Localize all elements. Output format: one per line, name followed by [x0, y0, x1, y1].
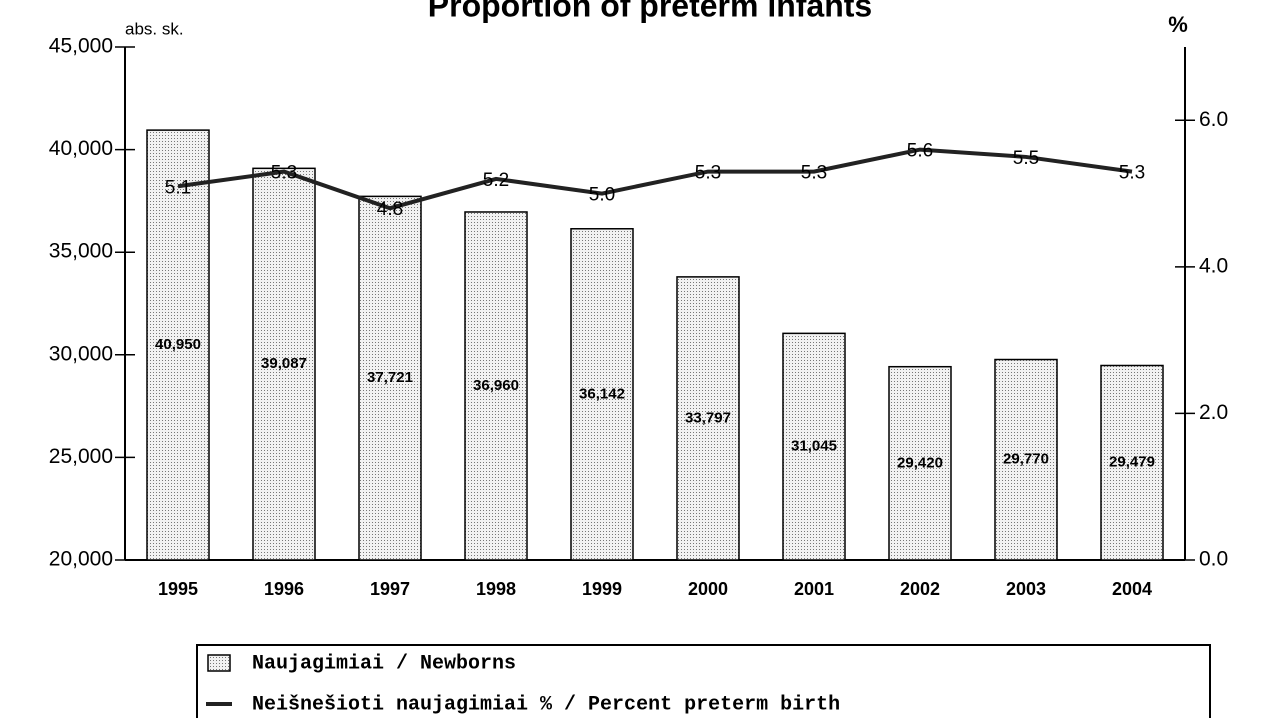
bar-value-label: 31,045 — [791, 438, 837, 455]
bar — [782, 332, 846, 561]
y2-tick-label: 6.0 — [1199, 108, 1228, 131]
x-tick-label: 2004 — [1112, 579, 1152, 599]
x-tick-label: 1999 — [582, 579, 622, 599]
line-value-label: 5.6 — [907, 141, 933, 162]
line-value-label: 4.8 — [377, 199, 403, 220]
x-tick-label: 1996 — [264, 579, 304, 599]
bar — [570, 228, 634, 561]
y-tick-label: 25,000 — [49, 445, 113, 468]
x-tick-label: 1998 — [476, 579, 516, 599]
legend-box — [196, 644, 1211, 718]
y2-tick-label: 2.0 — [1199, 401, 1228, 424]
bar — [676, 276, 740, 561]
line-value-label: 5.5 — [1013, 148, 1039, 169]
chart-title: Proportion of preterm infants — [428, 0, 872, 23]
x-tick-label: 2001 — [794, 579, 834, 599]
line-value-label: 5.1 — [165, 177, 191, 198]
bar-value-label: 36,142 — [579, 385, 625, 402]
bar-value-label: 36,960 — [473, 377, 519, 394]
legend-label: Neišnešioti naujagimiai % / Percent pret… — [252, 693, 840, 716]
y-axis-label: abs. sk. — [125, 19, 184, 38]
line-value-label: 5.3 — [801, 163, 827, 184]
line-value-label: 5.2 — [483, 170, 509, 191]
x-tick-label: 1995 — [158, 579, 198, 599]
y-tick-label: 20,000 — [49, 548, 113, 571]
y-tick-label: 35,000 — [49, 240, 113, 263]
x-tick-label: 1997 — [370, 579, 410, 599]
line-value-label: 5.0 — [589, 185, 615, 206]
legend-label: Naujagimiai / Newborns — [252, 652, 516, 675]
y-tick-label: 30,000 — [49, 342, 113, 365]
y2-tick-label: 0.0 — [1199, 548, 1228, 571]
bar-value-label: 33,797 — [685, 409, 731, 426]
bar — [464, 211, 528, 561]
bar-value-label: 29,479 — [1109, 454, 1155, 471]
legend-swatch — [207, 654, 231, 672]
bar-value-label: 29,420 — [897, 454, 943, 471]
bar — [358, 195, 422, 561]
x-tick-label: 2002 — [900, 579, 940, 599]
y-tick-label: 40,000 — [49, 137, 113, 160]
x-tick-label: 2000 — [688, 579, 728, 599]
bar — [888, 365, 952, 561]
bar — [994, 358, 1058, 561]
bar-value-label: 29,770 — [1003, 451, 1049, 468]
y-tick-label: 45,000 — [49, 35, 113, 58]
y2-axis-label: % — [1168, 12, 1188, 37]
line-value-label: 5.3 — [1119, 163, 1145, 184]
bar — [1100, 364, 1164, 561]
bar-value-label: 39,087 — [261, 355, 307, 372]
y2-tick-label: 4.0 — [1199, 254, 1228, 277]
line — [177, 147, 1133, 211]
line-value-label: 5.3 — [695, 163, 721, 184]
line-value-label: 5.3 — [271, 163, 297, 184]
x-tick-label: 2003 — [1006, 579, 1046, 599]
bar-value-label: 40,950 — [155, 336, 201, 353]
bar — [146, 129, 210, 561]
bar — [252, 167, 316, 561]
bar-value-label: 37,721 — [367, 369, 413, 386]
